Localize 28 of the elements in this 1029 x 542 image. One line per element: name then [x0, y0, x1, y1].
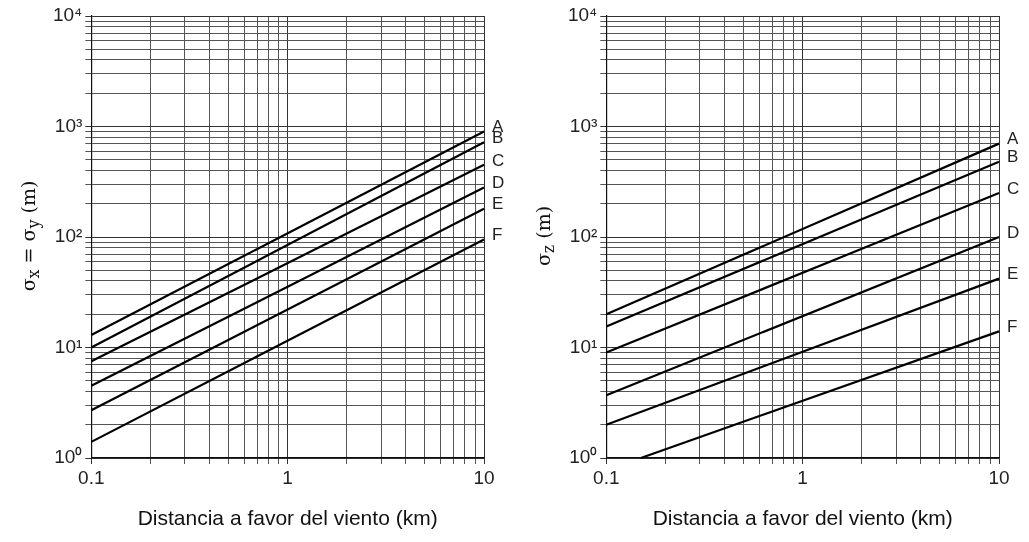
series-label: B: [1007, 147, 1019, 167]
y-tick-label: 10²: [54, 225, 83, 247]
y-tick-label: 10¹: [54, 335, 83, 357]
x-tick-label: 10: [988, 466, 1010, 488]
x-tick-label: 0.1: [78, 466, 105, 488]
y-tick-label: 10⁴: [52, 4, 83, 26]
x-axis-title: Distancia a favor del viento (km): [652, 506, 953, 530]
series-label: F: [1007, 317, 1018, 337]
series-label: D: [1007, 222, 1020, 242]
series-label: E: [1007, 264, 1019, 284]
x-axis-title: Distancia a favor del viento (km): [137, 506, 438, 530]
x-tick-label: 10: [473, 466, 495, 488]
y-tick-label: 10²: [569, 225, 598, 247]
x-tick-label: 1: [797, 466, 808, 488]
series-label: C: [1007, 178, 1020, 198]
x-tick-label: 0.1: [593, 466, 620, 488]
y-tick-label: 10¹: [569, 335, 598, 357]
y-tick-label: 10³: [569, 114, 598, 136]
series-label: C: [492, 150, 505, 170]
x-tick-label: 1: [282, 466, 293, 488]
y-tick-label: 10⁰: [54, 446, 83, 468]
y-tick-label: 10⁰: [569, 446, 598, 468]
series-label: E: [492, 194, 504, 214]
series-label: D: [492, 173, 505, 193]
series-label: A: [1007, 129, 1019, 149]
series-label: F: [492, 225, 503, 245]
y-tick-label: 10³: [54, 114, 83, 136]
y-tick-label: 10⁴: [567, 4, 598, 26]
